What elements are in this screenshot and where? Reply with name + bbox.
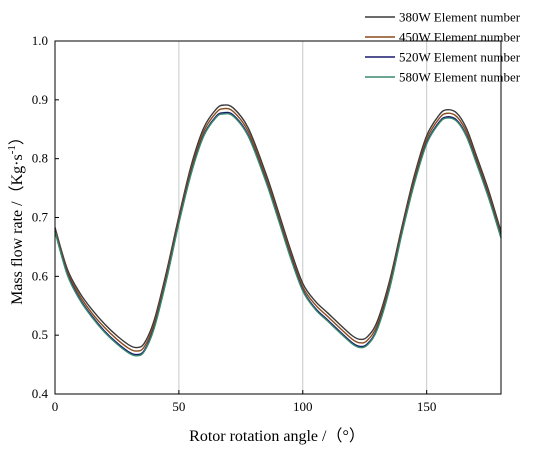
legend-label-1: 380W Element number	[399, 10, 521, 25]
y-tick-label: 0.6	[32, 268, 49, 283]
grid-lines	[178, 41, 428, 394]
series-line-1	[54, 104, 502, 349]
legend-label-4: 580W Element number	[399, 70, 521, 85]
x-tick-label: 0	[52, 399, 59, 414]
y-axis-title-sup: -1	[6, 145, 18, 154]
y-tick-label: 0.9	[32, 92, 48, 107]
x-tick-label: 100	[293, 399, 313, 414]
y-tick-label: 0.7	[32, 210, 49, 225]
series-line-3	[54, 111, 502, 356]
series-line-2	[54, 107, 502, 352]
y-tick-label: 0.5	[32, 327, 48, 342]
series-line-4	[54, 112, 502, 357]
y-tick-label: 0.4	[32, 386, 49, 401]
x-axis: 0 50 100 150	[52, 390, 437, 414]
y-axis: 0.4 0.5 0.6 0.7 0.8 0.9 1.0	[32, 33, 59, 401]
legend-label-2: 450W Element number	[399, 30, 521, 45]
y-tick-label: 1.0	[32, 33, 48, 48]
y-axis-title: Mass flow rate /（Kg·s-1）	[6, 129, 26, 305]
x-axis-title: Rotor rotation angle /（°）	[189, 427, 365, 445]
y-tick-label: 0.8	[32, 151, 48, 166]
x-tick-label: 150	[417, 399, 437, 414]
x-tick-label: 50	[172, 399, 185, 414]
legend: 380W Element number 450W Element number 52…	[365, 10, 521, 85]
legend-label-3: 520W Element number	[399, 50, 521, 65]
y-axis-title-close: ）	[8, 129, 26, 145]
series-layer	[54, 104, 502, 357]
y-axis-title-main: Mass flow rate /（Kg·s	[8, 154, 26, 305]
